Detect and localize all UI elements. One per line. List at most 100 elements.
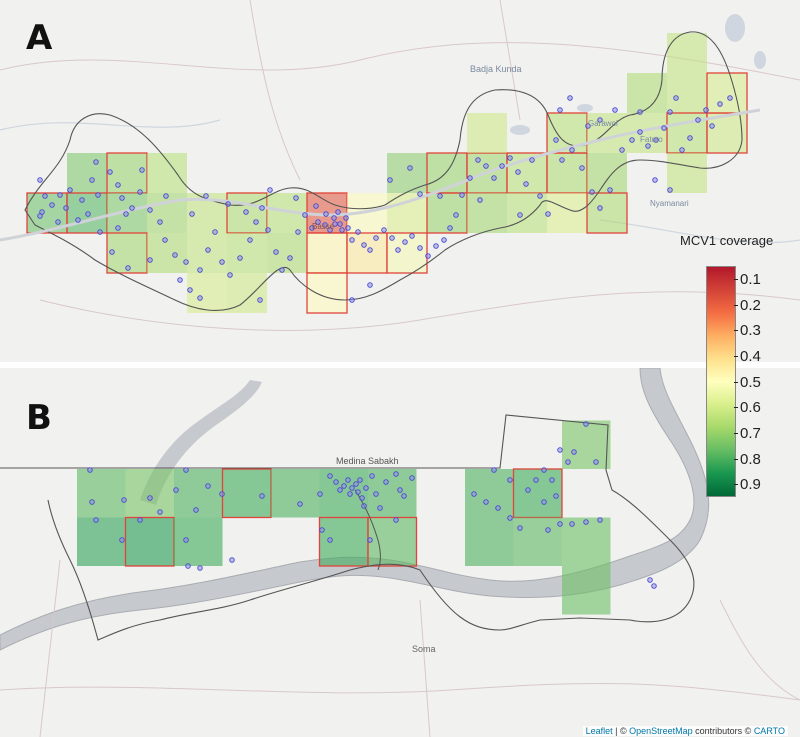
cluster-point[interactable] <box>495 505 501 511</box>
cluster-point[interactable] <box>491 175 497 181</box>
grid-cell[interactable] <box>306 232 348 274</box>
cluster-point[interactable] <box>121 497 127 503</box>
cluster-point[interactable] <box>533 477 539 483</box>
cluster-point[interactable] <box>673 95 679 101</box>
grid-cell[interactable] <box>227 233 267 273</box>
cluster-point[interactable] <box>395 247 401 253</box>
cluster-point[interactable] <box>409 475 415 481</box>
cluster-point[interactable] <box>363 485 369 491</box>
cluster-point[interactable] <box>357 477 363 483</box>
cluster-point[interactable] <box>477 197 483 203</box>
cluster-point[interactable] <box>383 479 389 485</box>
cluster-point[interactable] <box>172 252 178 258</box>
cluster-point[interactable] <box>459 192 465 198</box>
cluster-point[interactable] <box>37 213 43 219</box>
cluster-point[interactable] <box>313 203 319 209</box>
cluster-point[interactable] <box>367 282 373 288</box>
cluster-point[interactable] <box>507 155 513 161</box>
cluster-point[interactable] <box>279 267 285 273</box>
cluster-point[interactable] <box>302 212 308 218</box>
grid-cell[interactable] <box>174 517 223 567</box>
grid-cell[interactable] <box>187 273 227 313</box>
cluster-point[interactable] <box>55 219 61 225</box>
cluster-point[interactable] <box>237 255 243 261</box>
cluster-point[interactable] <box>125 265 131 271</box>
osm-link[interactable]: OpenStreetMap <box>629 726 693 736</box>
cluster-point[interactable] <box>507 515 513 521</box>
grid-cell[interactable] <box>562 566 611 615</box>
cluster-point[interactable] <box>225 201 231 207</box>
cluster-point[interactable] <box>259 493 265 499</box>
cluster-point[interactable] <box>541 467 547 473</box>
grid-cell[interactable] <box>318 516 369 567</box>
cluster-point[interactable] <box>331 215 337 221</box>
cluster-point[interactable] <box>593 459 599 465</box>
cluster-point[interactable] <box>525 487 531 493</box>
cluster-point[interactable] <box>123 211 129 217</box>
cluster-point[interactable] <box>597 117 603 123</box>
cluster-point[interactable] <box>402 239 408 245</box>
map-panel-a[interactable]: Badja Kunda Garawol Basse Fatoto Nyamana… <box>0 0 800 362</box>
cluster-point[interactable] <box>197 295 203 301</box>
cluster-point[interactable] <box>545 527 551 533</box>
cluster-point[interactable] <box>265 227 271 233</box>
cluster-point[interactable] <box>37 177 43 183</box>
cluster-point[interactable] <box>259 205 265 211</box>
cluster-point[interactable] <box>381 227 387 233</box>
cluster-point[interactable] <box>652 177 658 183</box>
cluster-point[interactable] <box>583 421 589 427</box>
cluster-point[interactable] <box>187 287 193 293</box>
cluster-point[interactable] <box>157 219 163 225</box>
grid-cell[interactable] <box>546 152 588 194</box>
cluster-point[interactable] <box>553 137 559 143</box>
grid-cell[interactable] <box>507 193 547 233</box>
cluster-point[interactable] <box>333 479 339 485</box>
cluster-point[interactable] <box>322 222 328 228</box>
cluster-point[interactable] <box>397 487 403 493</box>
cluster-point[interactable] <box>203 193 209 199</box>
grid-cell[interactable] <box>227 273 267 313</box>
cluster-point[interactable] <box>687 135 693 141</box>
cluster-point[interactable] <box>49 202 55 208</box>
cluster-point[interactable] <box>157 509 163 515</box>
cluster-point[interactable] <box>597 517 603 523</box>
cluster-point[interactable] <box>703 107 709 113</box>
cluster-point[interactable] <box>667 109 673 115</box>
cluster-point[interactable] <box>93 159 99 165</box>
cluster-point[interactable] <box>57 192 63 198</box>
cluster-point[interactable] <box>297 501 303 507</box>
cluster-point[interactable] <box>89 177 95 183</box>
cluster-point[interactable] <box>273 249 279 255</box>
cluster-point[interactable] <box>679 147 685 153</box>
cluster-point[interactable] <box>205 483 211 489</box>
cluster-point[interactable] <box>189 211 195 217</box>
cluster-point[interactable] <box>585 123 591 129</box>
cluster-point[interactable] <box>387 177 393 183</box>
cluster-point[interactable] <box>337 487 343 493</box>
grid-cell[interactable] <box>586 192 628 234</box>
grid-cell[interactable] <box>306 272 348 314</box>
cluster-point[interactable] <box>359 495 365 501</box>
cluster-point[interactable] <box>85 211 91 217</box>
cluster-point[interactable] <box>295 229 301 235</box>
cluster-point[interactable] <box>499 163 505 169</box>
cluster-point[interactable] <box>95 192 101 198</box>
cluster-point[interactable] <box>229 557 235 563</box>
cluster-point[interactable] <box>315 219 321 225</box>
grid-cell[interactable] <box>106 152 148 194</box>
cluster-point[interactable] <box>645 143 651 149</box>
grid-cell[interactable] <box>547 193 587 233</box>
cluster-point[interactable] <box>247 237 253 243</box>
cluster-point[interactable] <box>219 259 225 265</box>
cluster-point[interactable] <box>183 259 189 265</box>
cluster-point[interactable] <box>327 537 333 543</box>
cluster-point[interactable] <box>637 129 643 135</box>
cluster-point[interactable] <box>129 205 135 211</box>
cluster-point[interactable] <box>409 233 415 239</box>
grid-cell[interactable] <box>562 517 611 567</box>
cluster-point[interactable] <box>407 165 413 171</box>
grid-cell[interactable] <box>187 233 227 273</box>
cluster-point[interactable] <box>219 491 225 497</box>
cluster-point[interactable] <box>661 125 667 131</box>
cluster-point[interactable] <box>579 165 585 171</box>
